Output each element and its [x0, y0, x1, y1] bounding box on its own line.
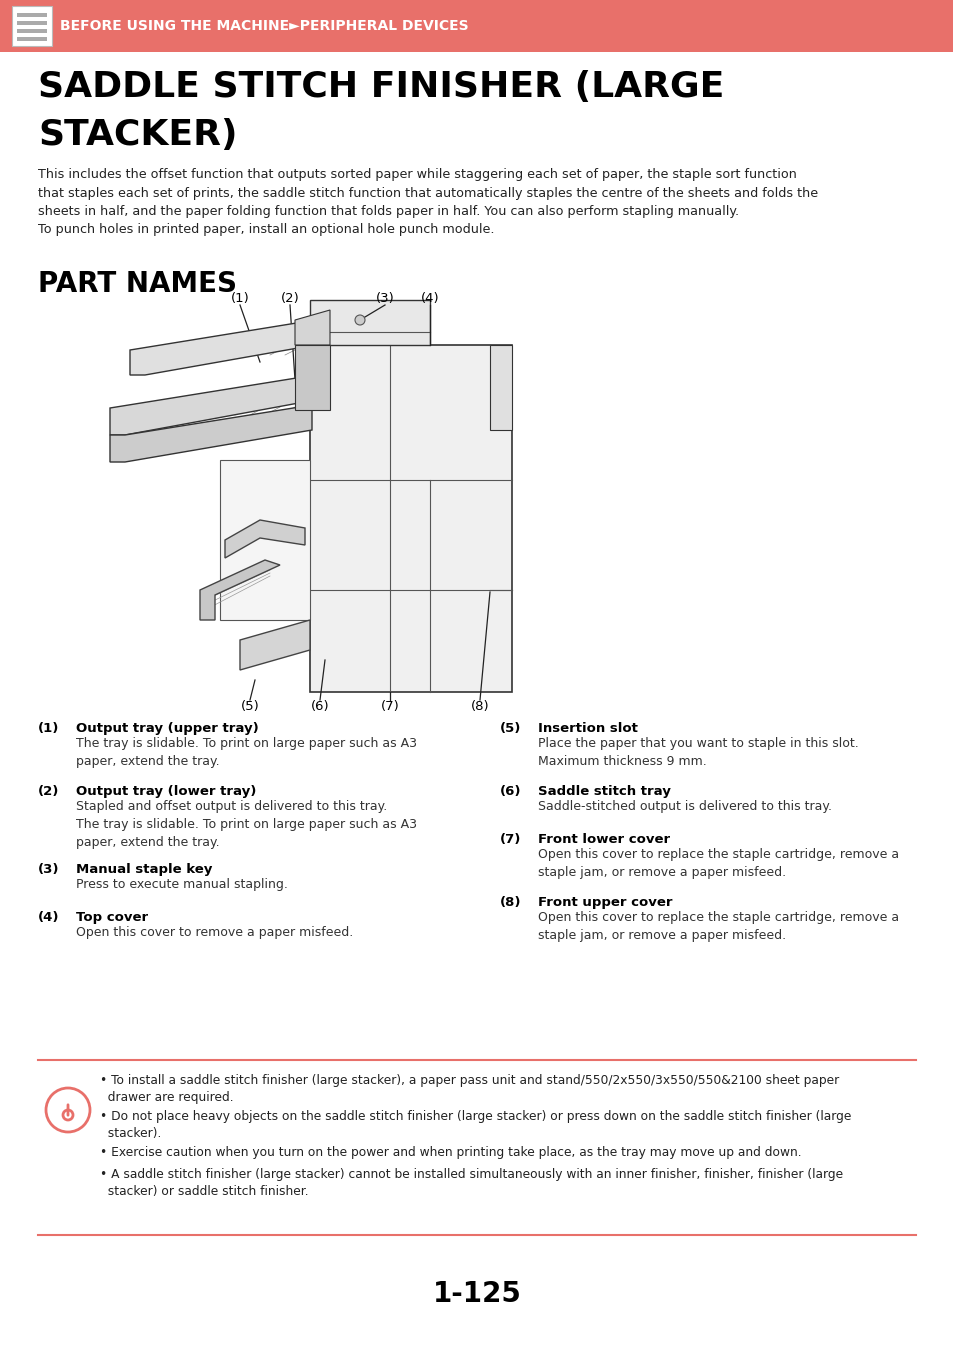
Polygon shape — [490, 346, 512, 431]
Polygon shape — [130, 320, 314, 375]
Text: STACKER): STACKER) — [38, 117, 237, 153]
Text: Insertion slot: Insertion slot — [537, 722, 638, 734]
Bar — [0, 0, 953, 53]
Text: Open this cover to remove a paper misfeed.: Open this cover to remove a paper misfee… — [76, 926, 353, 940]
Polygon shape — [310, 346, 512, 693]
Text: (3): (3) — [38, 863, 59, 876]
Polygon shape — [310, 300, 430, 346]
Text: (4): (4) — [38, 911, 59, 923]
Polygon shape — [200, 560, 280, 620]
Text: PART NAMES: PART NAMES — [38, 270, 236, 298]
Text: This includes the offset function that outputs sorted paper while staggering eac: This includes the offset function that o… — [38, 167, 818, 236]
Polygon shape — [294, 310, 330, 346]
Text: (2): (2) — [280, 292, 299, 305]
Text: (7): (7) — [380, 701, 399, 713]
Text: 1-125: 1-125 — [432, 1280, 521, 1308]
Text: • Do not place heavy objects on the saddle stitch finisher (large stacker) or pr: • Do not place heavy objects on the sadd… — [100, 1110, 850, 1141]
Text: (5): (5) — [499, 722, 521, 734]
Polygon shape — [110, 405, 312, 462]
Bar — [17, 28, 47, 32]
Text: BEFORE USING THE MACHINE►PERIPHERAL DEVICES: BEFORE USING THE MACHINE►PERIPHERAL DEVI… — [60, 19, 468, 32]
Text: • To install a saddle stitch finisher (large stacker), a paper pass unit and sta: • To install a saddle stitch finisher (l… — [100, 1075, 839, 1104]
Polygon shape — [294, 346, 330, 410]
Bar — [17, 36, 47, 40]
Text: (4): (4) — [420, 292, 438, 305]
Circle shape — [46, 1088, 90, 1133]
Polygon shape — [110, 375, 314, 435]
Text: (7): (7) — [499, 833, 521, 846]
Text: Front lower cover: Front lower cover — [537, 833, 669, 846]
Circle shape — [355, 315, 365, 325]
Text: (2): (2) — [38, 784, 59, 798]
Text: Open this cover to replace the staple cartridge, remove a
staple jam, or remove : Open this cover to replace the staple ca… — [537, 848, 898, 879]
Text: (3): (3) — [375, 292, 394, 305]
Text: (1): (1) — [38, 722, 59, 734]
Text: (5): (5) — [240, 701, 259, 713]
Text: Output tray (lower tray): Output tray (lower tray) — [76, 784, 256, 798]
Text: The tray is slidable. To print on large paper such as A3
paper, extend the tray.: The tray is slidable. To print on large … — [76, 737, 416, 768]
Text: Manual staple key: Manual staple key — [76, 863, 213, 876]
Text: (1): (1) — [231, 292, 249, 305]
Text: Place the paper that you want to staple in this slot.
Maximum thickness 9 mm.: Place the paper that you want to staple … — [537, 737, 858, 768]
Text: Saddle stitch tray: Saddle stitch tray — [537, 784, 670, 798]
Text: (8): (8) — [470, 701, 489, 713]
Text: Front upper cover: Front upper cover — [537, 896, 672, 909]
Text: (6): (6) — [311, 701, 329, 713]
Polygon shape — [220, 460, 310, 620]
Bar — [12, 5, 52, 46]
Text: Saddle-stitched output is delivered to this tray.: Saddle-stitched output is delivered to t… — [537, 801, 831, 813]
Bar — [17, 14, 47, 18]
Text: Stapled and offset output is delivered to this tray.
The tray is slidable. To pr: Stapled and offset output is delivered t… — [76, 801, 416, 849]
Bar — [17, 22, 47, 26]
Text: • A saddle stitch finisher (large stacker) cannot be installed simultaneously wi: • A saddle stitch finisher (large stacke… — [100, 1168, 842, 1199]
Text: (8): (8) — [499, 896, 521, 909]
Text: (6): (6) — [499, 784, 521, 798]
Polygon shape — [240, 620, 310, 670]
Text: Top cover: Top cover — [76, 911, 148, 923]
Text: Output tray (upper tray): Output tray (upper tray) — [76, 722, 258, 734]
Text: SADDLE STITCH FINISHER (LARGE: SADDLE STITCH FINISHER (LARGE — [38, 70, 723, 104]
Text: • Exercise caution when you turn on the power and when printing take place, as t: • Exercise caution when you turn on the … — [100, 1146, 801, 1160]
Text: Press to execute manual stapling.: Press to execute manual stapling. — [76, 878, 288, 891]
Text: Open this cover to replace the staple cartridge, remove a
staple jam, or remove : Open this cover to replace the staple ca… — [537, 911, 898, 942]
Polygon shape — [225, 520, 305, 558]
